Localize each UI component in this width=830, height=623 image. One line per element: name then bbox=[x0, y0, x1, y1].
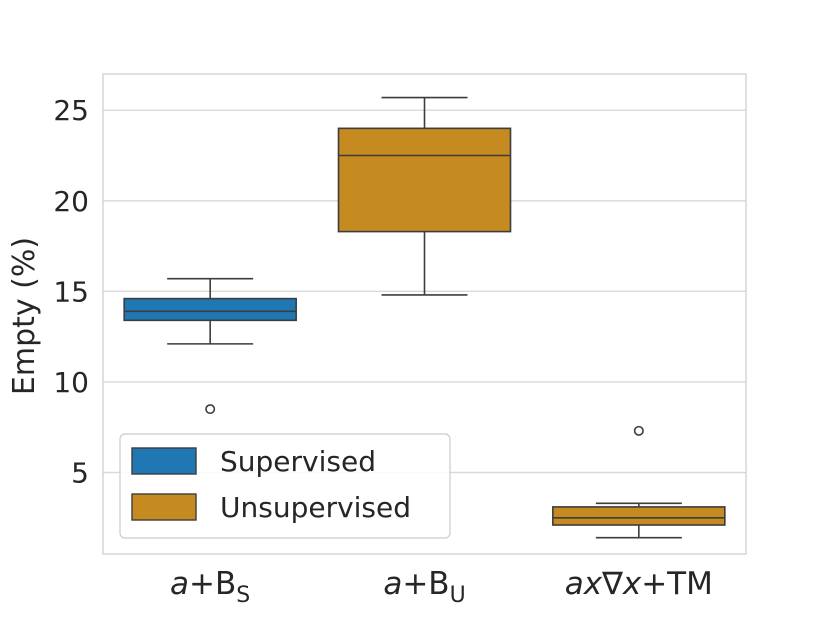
legend-label: Unsupervised bbox=[220, 491, 411, 524]
x-tick-label-italic: a bbox=[170, 566, 189, 602]
y-tick-label: 15 bbox=[53, 275, 89, 308]
box-iqr bbox=[552, 506, 726, 526]
legend-swatch bbox=[131, 447, 197, 475]
x-tick-label-italic: a bbox=[383, 566, 402, 602]
y-axis-label: Empty (%) bbox=[7, 237, 42, 395]
y-axis-ticks: 5 10 15 20 25 bbox=[53, 94, 89, 489]
box-group bbox=[123, 277, 297, 415]
x-tick-label-rest: +TM bbox=[641, 566, 713, 602]
x-tick-label: ax∇x+TM bbox=[565, 566, 713, 602]
x-tick-label: a+BU bbox=[383, 566, 465, 608]
y-tick-label: 5 bbox=[71, 456, 89, 489]
box-iqr bbox=[337, 127, 512, 233]
outlier-point bbox=[205, 404, 216, 415]
legend-swatch bbox=[131, 493, 197, 521]
x-tick-label: a+BS bbox=[170, 566, 250, 608]
box-group bbox=[337, 96, 512, 296]
box-group bbox=[552, 425, 726, 539]
x-tick-label-rest: +B bbox=[189, 566, 236, 602]
box-iqr bbox=[123, 297, 297, 322]
plot-frame bbox=[102, 73, 747, 555]
x-axis-ticks: a+BS a+BU ax∇x+TM bbox=[170, 566, 713, 608]
x-tick-label-subscript: S bbox=[236, 583, 250, 608]
legend-label: Supervised bbox=[220, 445, 376, 478]
x-tick-label-rest: +B bbox=[402, 566, 449, 602]
x-tick-label-subscript: U bbox=[450, 583, 466, 608]
legend: Supervised Unsupervised bbox=[119, 433, 451, 539]
boxes-layer bbox=[123, 96, 726, 539]
y-tick-label: 25 bbox=[53, 94, 89, 127]
outlier-point bbox=[633, 425, 644, 436]
y-tick-label: 20 bbox=[53, 185, 89, 218]
legend-box bbox=[119, 433, 451, 539]
x-tick-label-italic: ax∇x bbox=[565, 566, 642, 602]
y-tick-label: 10 bbox=[53, 366, 89, 399]
